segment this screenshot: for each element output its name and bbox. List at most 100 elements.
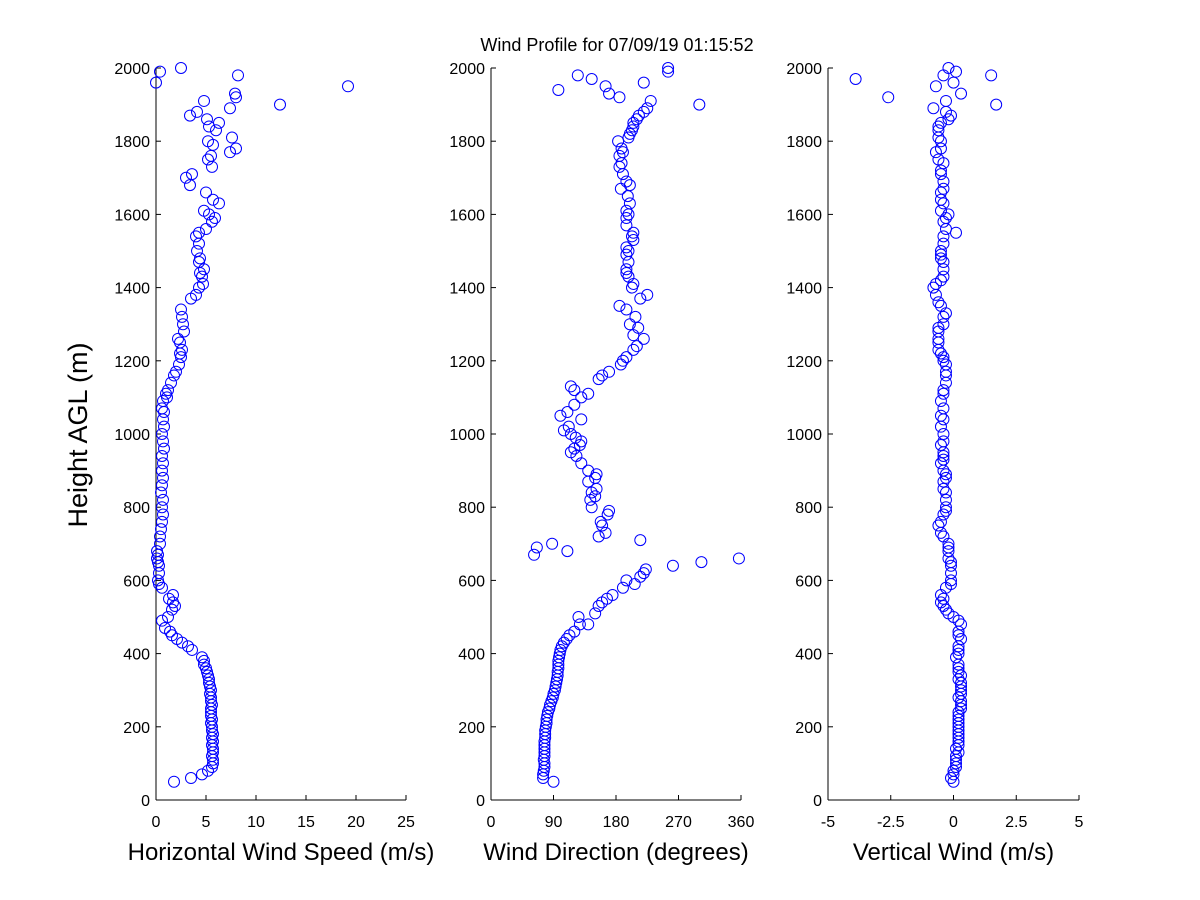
data-point bbox=[154, 65, 166, 78]
data-point bbox=[952, 665, 965, 678]
data-point bbox=[934, 299, 947, 312]
data-point bbox=[937, 215, 950, 228]
data-point bbox=[563, 629, 576, 642]
data-point bbox=[937, 255, 950, 268]
data-point bbox=[210, 124, 222, 137]
data-point bbox=[929, 80, 942, 93]
data-point bbox=[603, 365, 616, 378]
data-point bbox=[564, 446, 577, 459]
data-point bbox=[937, 175, 950, 188]
data-point bbox=[934, 186, 947, 199]
data-point bbox=[156, 449, 168, 462]
data-point bbox=[156, 581, 168, 594]
data-point bbox=[594, 515, 607, 528]
data-point bbox=[942, 113, 955, 126]
y-tick-label: 1000 bbox=[449, 427, 485, 444]
data-point bbox=[955, 87, 968, 100]
data-point bbox=[939, 94, 952, 107]
data-point bbox=[150, 76, 162, 89]
data-point bbox=[230, 142, 242, 155]
y-tick-label: 1200 bbox=[114, 354, 150, 371]
data-point bbox=[152, 574, 164, 587]
data-point bbox=[561, 545, 574, 558]
y-tick-label: 400 bbox=[123, 647, 150, 664]
data-point bbox=[202, 669, 214, 682]
data-point bbox=[937, 318, 950, 331]
data-point bbox=[543, 702, 556, 715]
data-point bbox=[637, 76, 650, 89]
x-tick-label: 0 bbox=[949, 814, 958, 831]
data-point bbox=[932, 519, 945, 532]
data-point bbox=[546, 691, 559, 704]
data-point bbox=[157, 493, 169, 506]
data-point bbox=[934, 596, 947, 609]
data-point bbox=[190, 230, 202, 243]
data-point bbox=[200, 223, 212, 236]
data-point bbox=[732, 552, 745, 565]
data-point bbox=[644, 94, 657, 107]
data-point bbox=[952, 643, 965, 656]
y-tick-label: 2000 bbox=[786, 61, 822, 78]
y-tick-label: 2000 bbox=[114, 61, 150, 78]
data-point bbox=[155, 523, 167, 536]
y-tick-label: 1000 bbox=[786, 427, 822, 444]
data-point bbox=[952, 691, 965, 704]
x-tick-label: 15 bbox=[297, 814, 315, 831]
data-point bbox=[165, 376, 177, 389]
data-point bbox=[151, 545, 163, 558]
data-point bbox=[937, 435, 950, 448]
data-point bbox=[557, 636, 570, 649]
data-point bbox=[950, 651, 963, 664]
data-point bbox=[937, 464, 950, 477]
data-point bbox=[955, 618, 968, 631]
data-point bbox=[178, 325, 190, 338]
x-tick-label: 5 bbox=[1075, 814, 1084, 831]
data-point bbox=[934, 457, 947, 470]
data-point bbox=[196, 768, 208, 781]
y-tick-label: 1800 bbox=[786, 134, 822, 151]
data-point bbox=[934, 409, 947, 422]
x-axis-label: Horizontal Wind Speed (m/s) bbox=[128, 839, 435, 866]
data-point bbox=[939, 307, 952, 320]
data-point bbox=[197, 277, 209, 290]
y-tick-label: 1400 bbox=[786, 281, 822, 298]
data-point bbox=[157, 457, 169, 470]
y-tick-label: 600 bbox=[458, 573, 485, 590]
data-point bbox=[939, 486, 952, 499]
x-tick-label: 0 bbox=[487, 814, 496, 831]
data-point bbox=[937, 310, 950, 323]
x-tick-label: 20 bbox=[347, 814, 365, 831]
data-point bbox=[662, 62, 675, 74]
y-tick-label: 1200 bbox=[786, 354, 822, 371]
data-point bbox=[213, 197, 225, 210]
data-point bbox=[206, 215, 218, 228]
data-point bbox=[942, 545, 955, 558]
data-point bbox=[224, 102, 236, 115]
data-point bbox=[937, 482, 950, 495]
data-point bbox=[167, 589, 179, 602]
data-point bbox=[546, 537, 559, 550]
panel-wind-direction: 0 200 400 600 800 1000 1200 1400 1600 1800 2000 0 90… bbox=[449, 61, 754, 866]
y-tick-label: 800 bbox=[123, 500, 150, 517]
data-point bbox=[950, 757, 963, 770]
data-point bbox=[575, 413, 588, 426]
y-tick-label: 600 bbox=[123, 573, 150, 590]
data-point bbox=[937, 270, 950, 283]
y-tick-label: 1800 bbox=[449, 134, 485, 151]
data-point bbox=[342, 80, 354, 93]
data-point bbox=[944, 772, 957, 785]
panel-vertical-wind: 0 200 400 600 800 1000 1200 1400 1600 1800 2000 -5 -… bbox=[786, 61, 1083, 866]
x-tick-label: 270 bbox=[665, 814, 692, 831]
data-point bbox=[173, 358, 185, 371]
data-point bbox=[200, 186, 212, 199]
data-point bbox=[182, 640, 194, 653]
data-point bbox=[990, 98, 1003, 111]
data-point bbox=[207, 193, 219, 206]
data-point bbox=[942, 541, 955, 554]
y-tick-label: 200 bbox=[123, 720, 150, 737]
data-point bbox=[592, 600, 605, 613]
data-point bbox=[198, 204, 210, 217]
data-point bbox=[590, 468, 603, 481]
data-point bbox=[606, 589, 619, 602]
x-tick-label: 25 bbox=[397, 814, 415, 831]
